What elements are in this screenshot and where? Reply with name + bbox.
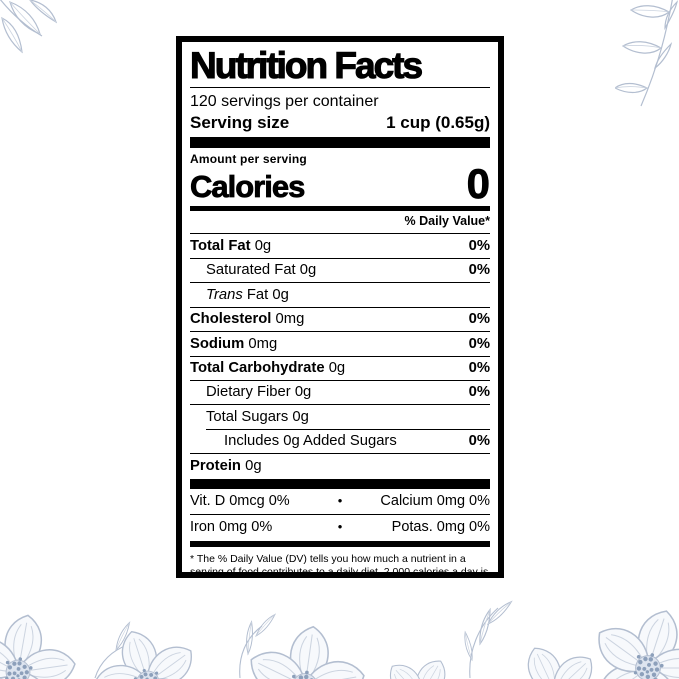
nutrient-name-italic: Trans bbox=[206, 286, 243, 303]
calories-value: 0 bbox=[466, 159, 490, 207]
nutrient-name: Cholesterol bbox=[190, 311, 272, 328]
calories-label: Calories bbox=[190, 168, 306, 204]
row-total-sugars: Total Sugars 0g bbox=[190, 405, 490, 428]
thick-divider-bar bbox=[190, 137, 490, 149]
row-protein: Protein 0g bbox=[190, 454, 490, 477]
nutrient-amount: 0g bbox=[254, 237, 272, 254]
row-dietary-fiber: Dietary Fiber 0g 0% bbox=[190, 381, 490, 406]
nutrient-name: Sodium bbox=[190, 335, 245, 352]
medium-divider-bar bbox=[190, 540, 490, 547]
row-sodium: Sodium 0mg 0% bbox=[190, 332, 490, 357]
row-added-sugars: Includes 0g Added Sugars 0% bbox=[190, 430, 490, 455]
micronutrient-left: Iron 0mg 0% bbox=[190, 519, 273, 536]
thick-divider-bar bbox=[190, 478, 490, 489]
nutrient-name: Protein bbox=[190, 457, 241, 474]
row-trans-fat: Trans Fat 0g bbox=[190, 283, 490, 308]
daily-value-footnote: * The % Daily Value (DV) tells you how m… bbox=[190, 552, 489, 578]
nutrient-amount: 0g bbox=[292, 408, 309, 425]
nutrient-name: Fat bbox=[246, 286, 269, 303]
nutrient-name: Total Carbohydrate bbox=[190, 360, 325, 376]
micronutrient-right: Potas. 0mg 0% bbox=[391, 519, 490, 536]
serving-size-label: Serving size bbox=[190, 112, 290, 132]
row-total-fat: Total Fat 0g 0% bbox=[190, 234, 490, 259]
nutrient-amount: 0g bbox=[299, 262, 317, 279]
nutrient-name: Total Fat bbox=[190, 237, 251, 254]
title-divider bbox=[190, 86, 490, 88]
nutrient-dv: 0% bbox=[468, 262, 490, 279]
label-title: Nutrition Facts bbox=[189, 45, 423, 86]
calories-row: Calories 0 bbox=[190, 159, 491, 207]
row-saturated-fat: Saturated Fat 0g 0% bbox=[190, 259, 490, 284]
row-vitamin-d-calcium: Vit. D 0mcg 0% • Calcium 0mg 0% bbox=[190, 489, 490, 516]
bullet-separator: • bbox=[337, 519, 343, 535]
bullet-separator: • bbox=[337, 492, 343, 508]
nutrient-dv: 0% bbox=[468, 335, 490, 352]
nutrient-amount: 0g bbox=[294, 384, 312, 401]
daily-value-header: % Daily Value* bbox=[190, 212, 490, 235]
nutrition-facts-label: Nutrition Facts 120 servings per contain… bbox=[176, 36, 504, 578]
nutrient-dv: 0% bbox=[468, 384, 490, 401]
nutrient-amount: 0g bbox=[272, 286, 289, 303]
nutrient-amount: 0mg bbox=[248, 335, 278, 352]
nutrient-name: Total Sugars bbox=[206, 408, 289, 425]
medium-divider-bar bbox=[190, 206, 490, 212]
servings-per-container: 120 servings per container bbox=[190, 92, 379, 110]
serving-size-row: Serving size 1 cup (0.65g) bbox=[190, 112, 490, 137]
nutrient-dv: 0% bbox=[468, 311, 490, 328]
row-total-carbohydrate: Total Carbohydrate 0g 0% bbox=[190, 357, 490, 381]
nutrient-dv: 0% bbox=[468, 237, 490, 254]
flower-border-bottom-image bbox=[0, 564, 679, 679]
nutrient-name: Dietary Fiber bbox=[206, 384, 291, 401]
nutrient-dv: 0% bbox=[468, 360, 490, 376]
micronutrient-right: Calcium 0mg 0% bbox=[380, 492, 490, 509]
nutrient-name: Saturated Fat bbox=[206, 262, 296, 279]
leaf-branch-top-right-image bbox=[615, 0, 679, 107]
nutrient-amount: 0g bbox=[245, 457, 262, 474]
nutrient-amount: 0mg bbox=[275, 311, 305, 328]
nutrient-amount: 0g bbox=[328, 360, 346, 376]
row-cholesterol: Cholesterol 0mg 0% bbox=[190, 308, 490, 333]
leaf-branch-top-left-image bbox=[0, 0, 58, 54]
indented-divider bbox=[206, 428, 490, 430]
row-iron-potassium: Iron 0mg 0% • Potas. 0mg 0% bbox=[190, 515, 490, 540]
serving-size-value: 1 cup (0.65g) bbox=[386, 112, 490, 132]
micronutrient-left: Vit. D 0mcg 0% bbox=[190, 492, 290, 509]
nutrient-name: Includes 0g Added Sugars bbox=[224, 433, 397, 450]
amount-per-serving-label: Amount per serving bbox=[190, 152, 307, 167]
nutrient-dv: 0% bbox=[468, 433, 490, 450]
